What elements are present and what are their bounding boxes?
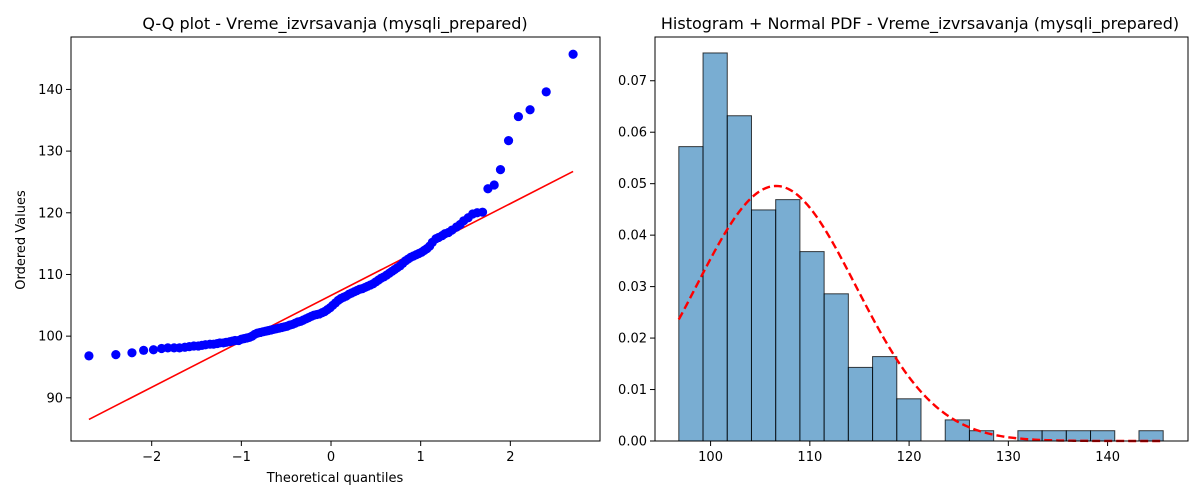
histogram-bar (823, 293, 849, 442)
qq-point (127, 348, 137, 358)
hist-xtick-label: 130 (996, 450, 1021, 465)
qq-point (495, 165, 506, 175)
qq-xtick-label: 1 (417, 450, 425, 465)
qq-plot-chart: Q-Q plot - Vreme_izvrsavanja (mysqli_pre… (14, 14, 601, 486)
qq-ytick-label: 130 (38, 145, 63, 160)
qq-point (477, 207, 488, 217)
qq-plot-xlabel: Theoretical quantiles (266, 471, 404, 486)
qq-points (84, 49, 578, 361)
qq-point (503, 136, 514, 146)
hist-ytick-label: 0.03 (618, 280, 647, 295)
qq-point (148, 345, 159, 355)
histogram-bar (944, 419, 970, 442)
qq-plot-ticks: −2 −1 0 1 2 90 100 110 120 130 140 (38, 83, 514, 465)
histogram-bar (726, 115, 752, 442)
histogram-title: Histogram + Normal PDF - Vreme_izvrsavan… (661, 14, 1179, 34)
histogram-bars (678, 52, 1164, 442)
hist-xtick-label: 140 (1095, 450, 1120, 465)
qq-plot-ylabel: Ordered Values (14, 190, 29, 290)
histogram-area (677, 52, 1164, 443)
histogram-chart: Histogram + Normal PDF - Vreme_izvrsavan… (618, 14, 1189, 465)
qq-point (525, 105, 535, 115)
qq-ytick-label: 110 (38, 268, 63, 283)
qq-ytick-label: 90 (46, 391, 63, 406)
qq-point (84, 351, 94, 361)
qq-fit-line (88, 170, 574, 421)
histogram-bar (678, 146, 704, 442)
histogram-bar (775, 199, 801, 442)
qq-ytick-label: 140 (38, 83, 63, 98)
hist-xtick-label: 120 (897, 450, 922, 465)
qq-point (111, 350, 121, 360)
histogram-bar (896, 398, 922, 442)
qq-xtick-label: 2 (506, 450, 514, 465)
qq-ytick-label: 100 (38, 330, 63, 345)
qq-plot-title: Q-Q plot - Vreme_izvrsavanja (mysqli_pre… (142, 14, 527, 34)
hist-ytick-label: 0.02 (618, 332, 647, 347)
hist-xtick-label: 100 (698, 450, 723, 465)
histogram-bar (872, 356, 898, 442)
qq-plot-area (84, 49, 578, 421)
qq-xtick-label: 0 (327, 450, 335, 465)
qq-point (568, 49, 578, 59)
qq-plot-frame (70, 36, 601, 442)
histogram-bar (847, 366, 874, 442)
histogram-ticks: 100 110 120 130 140 0.00 0.01 0.02 0.03 0.04 0.05 0… (618, 74, 1120, 465)
histogram-bar (1138, 430, 1164, 442)
hist-xtick-label: 110 (797, 450, 822, 465)
histogram-bar (799, 251, 825, 442)
hist-ytick-label: 0.07 (618, 74, 647, 89)
hist-ytick-label: 0.05 (618, 177, 647, 192)
histogram-bar (750, 209, 777, 442)
histogram-bar (968, 430, 995, 442)
hist-ytick-label: 0.00 (618, 435, 647, 450)
histogram-frame (654, 36, 1189, 442)
qq-point (513, 111, 524, 122)
hist-ytick-label: 0.01 (618, 383, 647, 398)
qq-point (541, 87, 551, 97)
hist-ytick-label: 0.04 (618, 229, 647, 244)
qq-point (489, 180, 499, 190)
qq-xtick-label: −2 (142, 450, 161, 465)
histogram-bar (1090, 430, 1116, 442)
hist-ytick-label: 0.06 (618, 126, 647, 141)
histogram-bar (702, 52, 728, 442)
qq-point (139, 345, 149, 355)
qq-ytick-label: 120 (38, 206, 63, 221)
histogram-bar (1065, 430, 1092, 442)
qq-xtick-label: −1 (232, 450, 251, 465)
qq-reference-line (88, 170, 574, 421)
